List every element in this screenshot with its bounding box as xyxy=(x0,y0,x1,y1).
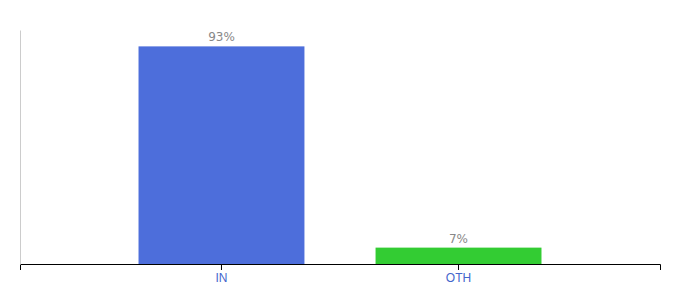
bar xyxy=(376,248,542,264)
x-tick: IN xyxy=(215,264,227,285)
bar xyxy=(139,46,305,264)
y-axis xyxy=(20,31,21,265)
plot: IN OTH 93% 7% xyxy=(21,30,661,284)
bars xyxy=(139,46,542,264)
chart: IN OTH 93% 7% xyxy=(0,0,680,300)
x-tick: OTH xyxy=(446,264,471,285)
x-tick-label: IN xyxy=(215,271,227,285)
data-labels: 93% 7% xyxy=(208,30,468,245)
x-tick-mark xyxy=(458,264,459,270)
x-axis: IN OTH xyxy=(21,264,661,285)
x-tick-mark xyxy=(221,264,222,270)
data-label: 7% xyxy=(449,232,468,246)
x-axis-line xyxy=(21,265,661,271)
data-label: 93% xyxy=(208,30,235,44)
y-axis-line xyxy=(20,31,21,265)
x-tick-label: OTH xyxy=(446,271,471,285)
